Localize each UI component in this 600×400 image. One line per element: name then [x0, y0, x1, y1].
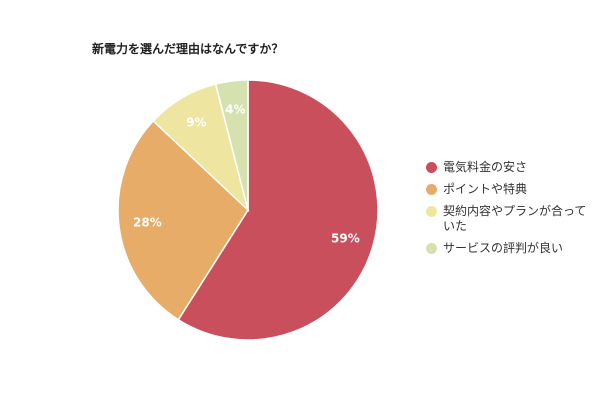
legend-swatch-3 [426, 206, 437, 217]
legend-label-1: 電気料金の安さ [443, 160, 528, 174]
pie-slice-1 [177, 79, 379, 341]
legend-label-2: ポイントや特典 [443, 182, 528, 196]
legend-swatch-4 [426, 243, 437, 254]
chart-legend: 電気料金の安さ ポイントや特典契約内容やプランが合っていたサービスの評判が良い [426, 160, 596, 263]
pie-slice-label-1: 59% [331, 231, 360, 245]
pie-slice-label-3: 9% [186, 116, 206, 130]
legend-swatch-1 [426, 162, 437, 173]
legend-label-4: サービスの評判が良い [443, 241, 564, 255]
pie-slice-label-2: 28% [133, 216, 162, 230]
legend-item-3: 契約内容やプランが合っていた [426, 204, 596, 234]
chart-title: 新電力を選んだ理由はなんですか？ [92, 42, 284, 56]
legend-item-4: サービスの評判が良い [426, 241, 596, 256]
pie-slice-4 [214, 79, 249, 211]
legend-label-3: 契約内容やプランが合っていた [443, 204, 587, 233]
legend-item-2: ポイントや特典 [426, 182, 596, 197]
legend-item-1: 電気料金の安さ [426, 160, 596, 175]
legend-swatch-2 [426, 184, 437, 195]
pie-slice-2 [117, 119, 249, 321]
pie-slice-label-4: 4% [225, 102, 245, 116]
